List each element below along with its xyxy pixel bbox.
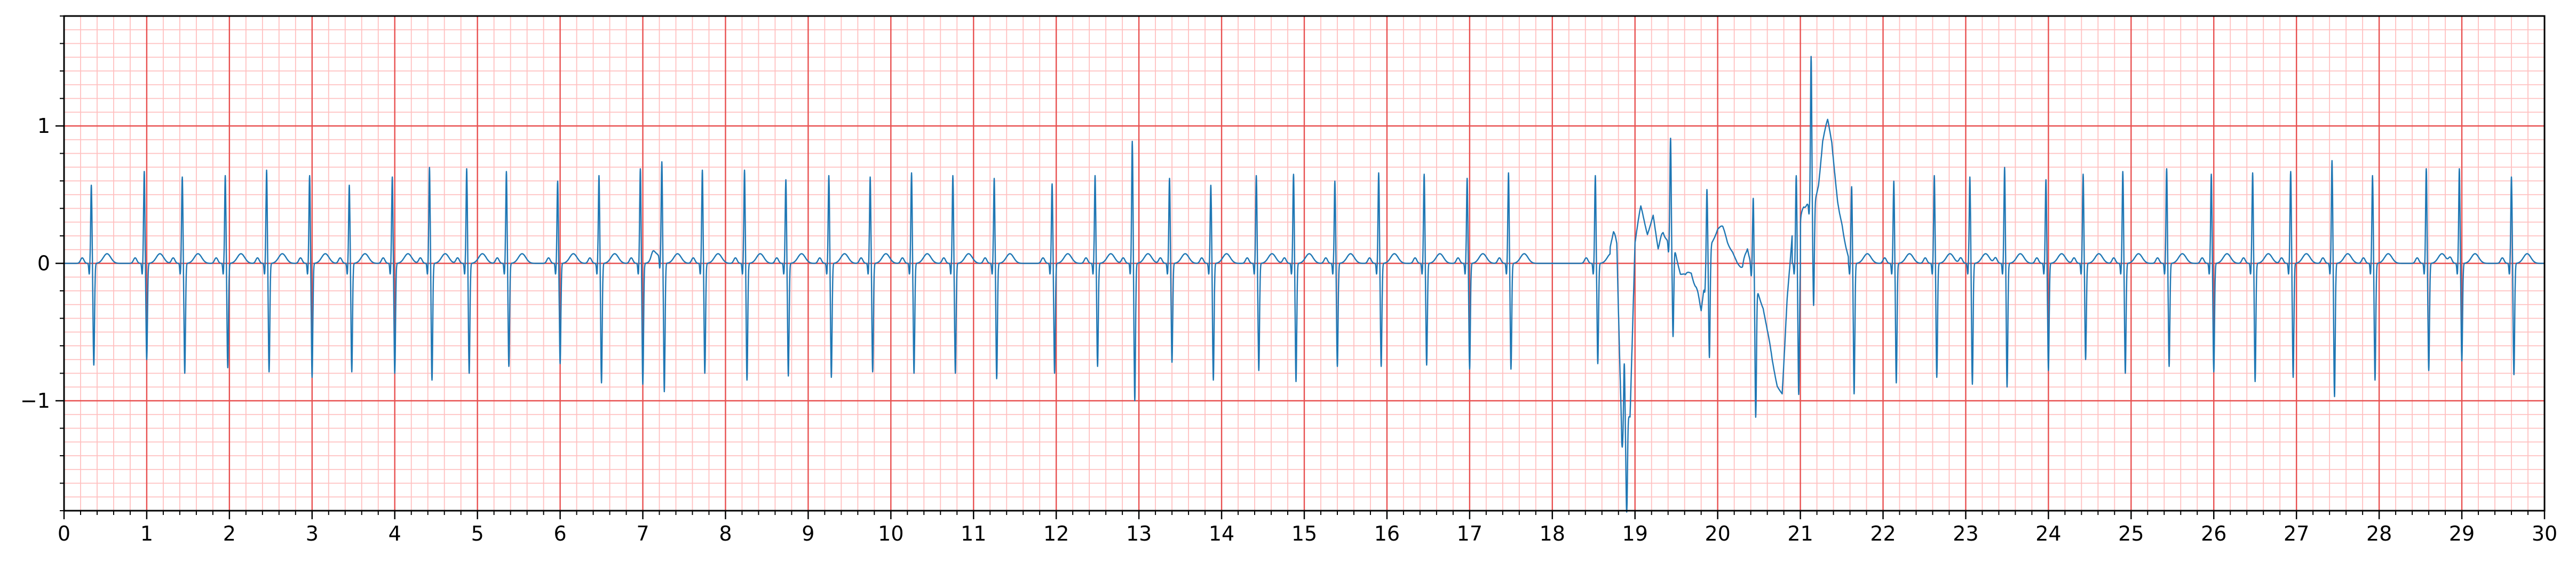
x-tick-label: 14 bbox=[1209, 522, 1234, 545]
y-tick-label: −1 bbox=[20, 389, 50, 413]
x-tick-label: 8 bbox=[719, 522, 732, 545]
x-tick-label: 12 bbox=[1043, 522, 1069, 545]
x-tick-label: 15 bbox=[1291, 522, 1317, 545]
x-tick-label: 1 bbox=[140, 522, 153, 545]
x-tick-label: 3 bbox=[306, 522, 319, 545]
x-tick-label: 30 bbox=[2532, 522, 2557, 545]
x-tick-label: 28 bbox=[2366, 522, 2392, 545]
ecg-trace-line bbox=[64, 55, 2545, 513]
x-tick-label: 9 bbox=[802, 522, 814, 545]
x-tick-label: 25 bbox=[2118, 522, 2144, 545]
x-tick-label: 5 bbox=[471, 522, 484, 545]
x-tick-label: 24 bbox=[2035, 522, 2061, 545]
x-tick-label: 19 bbox=[1622, 522, 1648, 545]
x-tick-label: 26 bbox=[2201, 522, 2226, 545]
x-tick-label: 20 bbox=[1705, 522, 1730, 545]
x-tick-label: 0 bbox=[58, 522, 70, 545]
y-axis: −1 0 1 bbox=[20, 15, 64, 511]
x-tick-label: 18 bbox=[1540, 522, 1565, 545]
x-axis: 0 1 2 3 4 5 6 7 8 9 10 11 12 13 14 15 16 17 18 19 20 21 22 23 24… bbox=[58, 511, 2557, 545]
x-tick-label: 23 bbox=[1953, 522, 1978, 545]
x-tick-label: 16 bbox=[1374, 522, 1400, 545]
x-tick-label: 6 bbox=[554, 522, 567, 545]
x-tick-label: 21 bbox=[1787, 522, 1813, 545]
x-tick-label: 29 bbox=[2449, 522, 2475, 545]
y-tick-label: 0 bbox=[37, 252, 50, 275]
x-tick-label: 22 bbox=[1870, 522, 1896, 545]
x-tick-label: 13 bbox=[1126, 522, 1152, 545]
x-tick-label: 4 bbox=[389, 522, 401, 545]
ecg-trace-layer bbox=[64, 55, 2545, 513]
x-tick-label: 2 bbox=[223, 522, 236, 545]
x-tick-label: 17 bbox=[1457, 522, 1483, 545]
x-tick-label: 10 bbox=[878, 522, 903, 545]
x-tick-label: 27 bbox=[2284, 522, 2309, 545]
x-tick-label: 7 bbox=[636, 522, 649, 545]
x-tick-label: 11 bbox=[961, 522, 986, 545]
y-tick-label: 1 bbox=[37, 114, 50, 138]
